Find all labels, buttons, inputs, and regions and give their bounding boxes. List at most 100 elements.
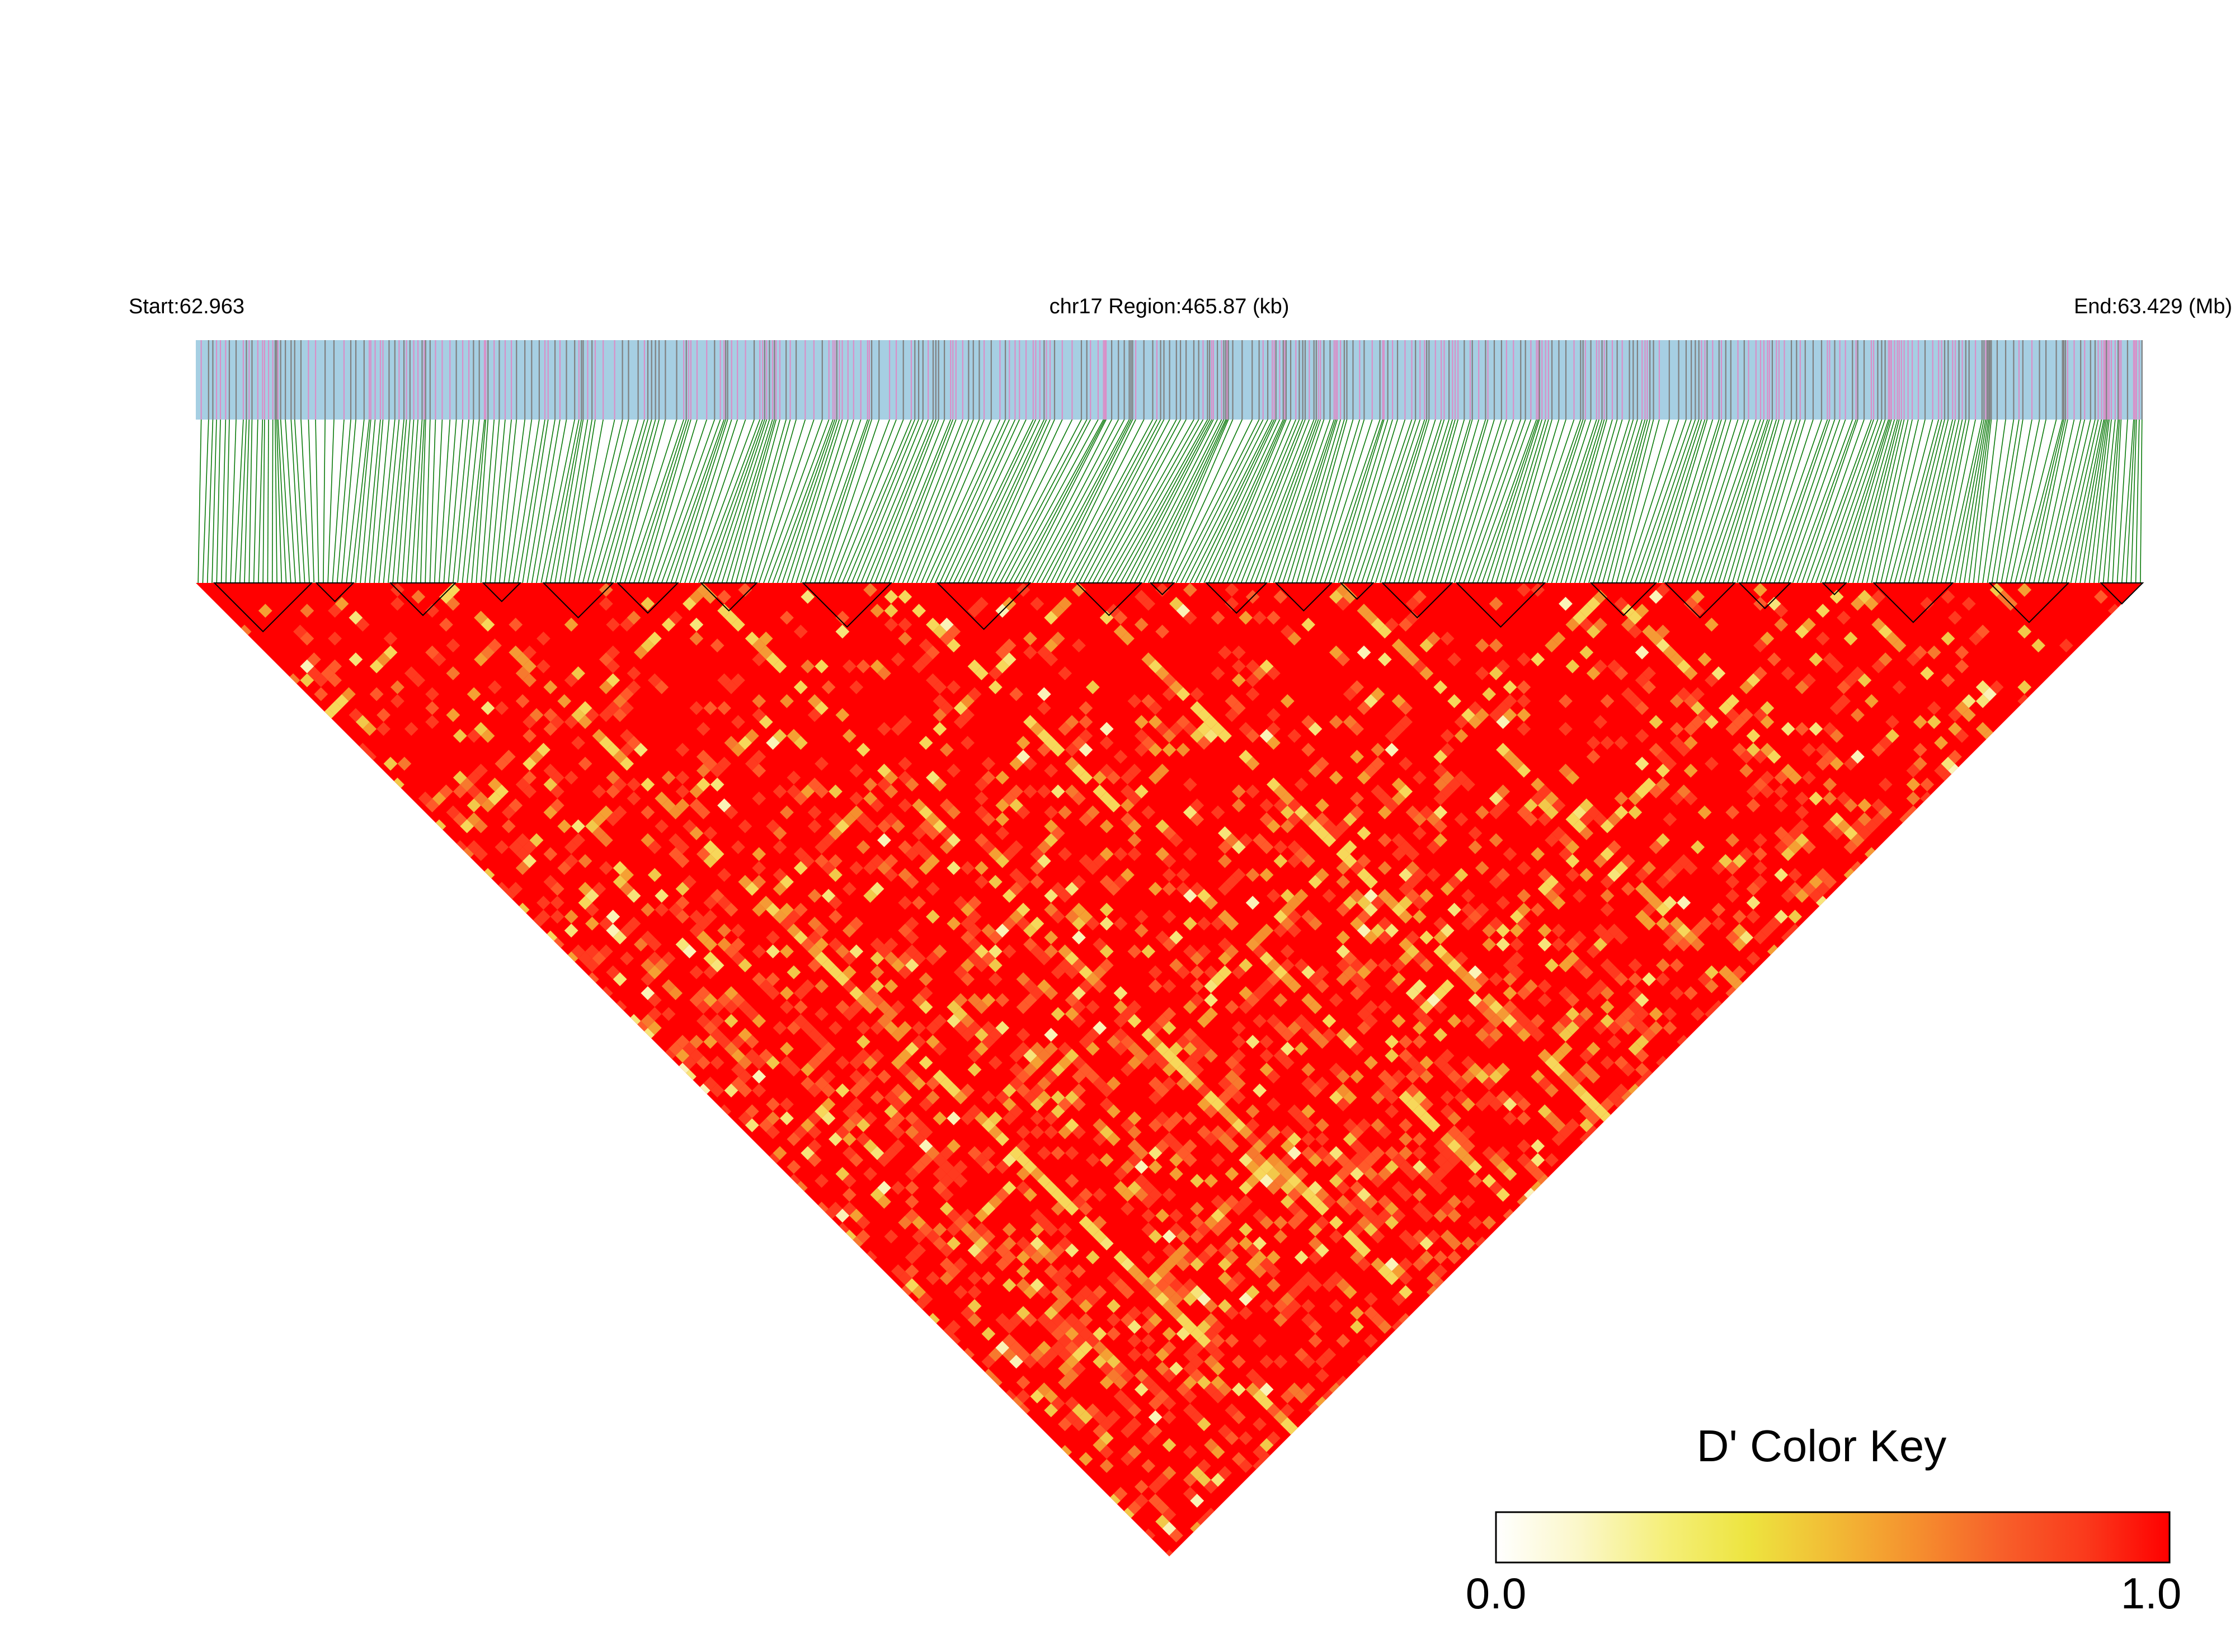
ld-cell — [1559, 694, 1573, 708]
ld-cell — [564, 951, 578, 966]
ld-cell — [1440, 951, 1455, 966]
snp-connector — [1773, 419, 1831, 583]
ld-cell — [1308, 972, 1323, 986]
ld-cell — [1183, 888, 1197, 903]
ld-cell — [1510, 910, 1524, 924]
ld-cell — [967, 604, 982, 618]
ld-cell — [1231, 1118, 1246, 1132]
ld-cell — [1357, 701, 1371, 716]
ld-cell — [1357, 770, 1371, 785]
ld-cell — [1065, 756, 1079, 771]
ld-cell — [1322, 1153, 1337, 1167]
ld-cell — [1955, 645, 1969, 660]
ld-cell — [724, 805, 738, 820]
ld-cell — [933, 944, 947, 959]
ld-cell — [1815, 882, 1830, 896]
ld-cell — [995, 1090, 1010, 1105]
ld-cell — [1454, 1090, 1469, 1105]
snp-connector — [1504, 419, 1552, 583]
ld-cell — [1308, 819, 1323, 834]
ld-cell — [1371, 1313, 1385, 1327]
snp-connector — [1060, 419, 1145, 583]
ld-cell — [1705, 756, 1719, 771]
ld-cell — [1280, 1389, 1295, 1404]
ld-cell — [1683, 791, 1698, 806]
ld-cell — [1621, 687, 1635, 702]
ld-cell — [1628, 624, 1643, 639]
ld-cell — [1058, 596, 1072, 611]
ld-cell — [1113, 1028, 1128, 1042]
ld-cell — [1155, 819, 1169, 834]
ld-cell — [1065, 993, 1079, 1008]
snp-connector — [1009, 419, 1099, 583]
ld-cell — [1280, 805, 1295, 820]
ld-cell — [1843, 673, 1858, 688]
ld-cell — [1231, 673, 1246, 688]
ld-cell — [1642, 680, 1656, 694]
ld-cell — [1085, 680, 1100, 694]
ld-cell — [759, 979, 773, 994]
ld-cell — [975, 958, 989, 972]
ld-cell — [1885, 729, 1899, 743]
ld-cell — [1468, 1062, 1483, 1077]
ld-cell — [1093, 1410, 1107, 1424]
ld-cell — [1176, 965, 1191, 980]
ld-cell — [515, 652, 530, 667]
ld-cell — [349, 652, 363, 667]
ld-cell — [515, 694, 530, 708]
ld-cell — [1141, 694, 1156, 708]
ld-cell — [1044, 1180, 1058, 1195]
ld-cell — [1065, 882, 1079, 896]
ld-cell — [1496, 784, 1510, 799]
ld-cell — [1537, 924, 1552, 938]
ld-cell — [801, 590, 815, 604]
ld-cell — [1121, 632, 1135, 646]
ld-cell — [1273, 1229, 1288, 1244]
ld-cell — [1253, 1445, 1267, 1459]
ld-cell — [1065, 1118, 1079, 1132]
ld-cell — [815, 1174, 829, 1188]
ld-cell — [1586, 666, 1601, 680]
snp-connector — [275, 419, 277, 583]
ld-cell — [1510, 951, 1524, 966]
ld-cell — [1809, 722, 1823, 736]
ld-cell — [1697, 805, 1712, 820]
ld-cell — [1447, 778, 1461, 792]
snp-connector — [652, 419, 708, 583]
snp-connector — [1542, 419, 1597, 583]
ld-cell — [1496, 937, 1510, 952]
ld-cell — [1301, 812, 1315, 826]
ld-cell — [1413, 951, 1427, 966]
ld-cell — [1183, 944, 1197, 959]
snp-connector — [239, 419, 247, 583]
ld-cell — [1635, 1048, 1649, 1063]
ld-cell — [307, 666, 321, 680]
ld-cell — [1023, 1188, 1037, 1202]
ld-cell — [1009, 687, 1023, 702]
ld-cell — [905, 1208, 919, 1223]
ld-cell — [1593, 854, 1607, 868]
ld-cell — [1809, 791, 1823, 806]
ld-cell — [1218, 882, 1232, 896]
ld-cell — [1961, 694, 1976, 708]
snp-connector — [1222, 419, 1291, 583]
ld-cell — [835, 972, 850, 986]
ld-cell — [1649, 742, 1663, 757]
ld-cell — [884, 1146, 898, 1160]
ld-cell — [1399, 1048, 1413, 1063]
ld-cell — [1642, 666, 1656, 680]
ld-cell — [1377, 1070, 1392, 1084]
ld-cell — [537, 896, 550, 910]
ld-cell — [543, 708, 558, 722]
ld-cell — [1225, 1278, 1239, 1292]
snp-connector — [2024, 419, 2064, 583]
ld-cell — [1635, 882, 1649, 896]
ld-cell — [1405, 986, 1420, 1000]
ld-cell — [1600, 986, 1615, 1000]
ld-cell — [1461, 708, 1475, 722]
ld-cell — [1329, 1299, 1343, 1313]
ld-cell — [1148, 1160, 1163, 1174]
ld-cell — [1510, 924, 1524, 938]
ld-cell — [1107, 1326, 1121, 1341]
ld-cell — [1753, 847, 1767, 862]
